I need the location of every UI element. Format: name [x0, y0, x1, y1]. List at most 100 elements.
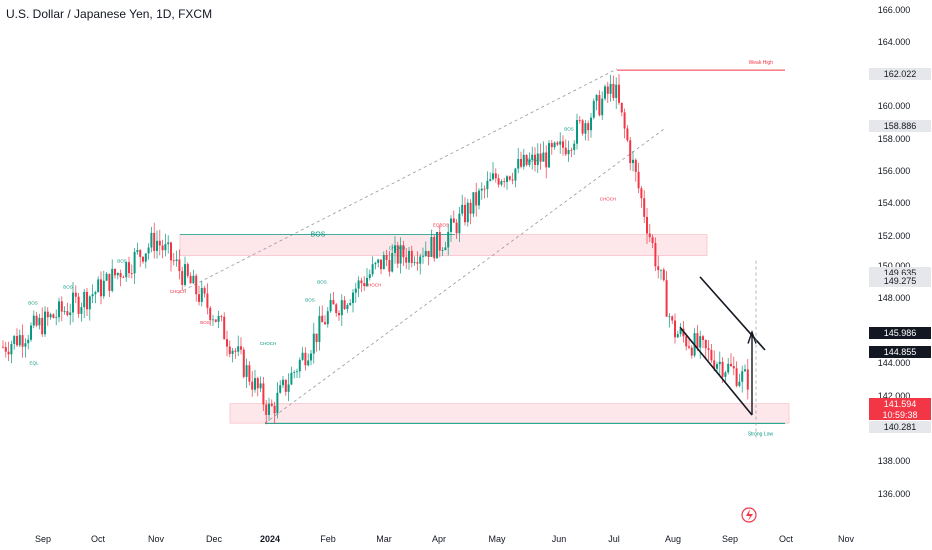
candle [685, 336, 688, 347]
candle [279, 385, 282, 393]
candle [391, 252, 394, 272]
candle [69, 312, 72, 316]
candle [623, 112, 626, 129]
level-label: Weak High [749, 60, 774, 66]
candle [436, 232, 438, 259]
candle [245, 365, 248, 377]
candle [321, 315, 324, 323]
candle [732, 366, 735, 369]
candle [662, 269, 665, 281]
candle [363, 283, 366, 286]
structure-label: BOS [63, 284, 73, 289]
candle [206, 293, 209, 308]
structure-label: BOS [200, 320, 210, 325]
candle [576, 120, 578, 144]
candle [427, 250, 430, 257]
y-axis-tick-label: 158.000 [878, 134, 911, 144]
candle [198, 294, 200, 302]
candle [402, 245, 405, 258]
candle [514, 168, 517, 181]
y-axis-tick-label: 156.000 [878, 166, 911, 176]
x-axis-tick-label: Jun [552, 534, 567, 544]
candle [738, 381, 741, 386]
price-label-value: 145.986 [884, 328, 917, 338]
candle [665, 280, 668, 317]
candle [416, 262, 419, 264]
candle [699, 336, 702, 348]
candle [125, 262, 128, 278]
candle [2, 346, 4, 348]
price-label-tag [869, 120, 931, 132]
candle [287, 384, 290, 392]
candle [500, 181, 503, 185]
candle [374, 262, 377, 265]
candle [475, 192, 478, 206]
candle [542, 152, 545, 162]
x-axis-tick-label: Sep [722, 534, 738, 544]
structure-label: BOS [117, 258, 127, 263]
candle [77, 296, 80, 314]
price-label-tag [869, 275, 931, 287]
candle [133, 251, 136, 274]
candle [584, 123, 587, 134]
x-axis-tick-label: Oct [91, 534, 106, 544]
candle [167, 242, 170, 245]
candle [357, 280, 360, 289]
candle [520, 158, 522, 167]
candle [72, 292, 74, 313]
x-axis-tick-label: Aug [665, 534, 681, 544]
candle [74, 292, 77, 297]
price-label-value: 149.635 [884, 268, 917, 278]
candle [539, 153, 542, 162]
candle [648, 233, 651, 238]
candle [220, 315, 223, 317]
candle [231, 350, 234, 355]
candle [654, 243, 657, 267]
candle [366, 277, 368, 286]
candle [548, 143, 550, 168]
candle [640, 188, 643, 199]
x-axis-tick-label: Feb [320, 534, 336, 544]
candle [604, 86, 606, 99]
candle [716, 364, 718, 369]
y-axis-tick-label: 148.000 [878, 293, 911, 303]
candle [276, 392, 279, 414]
candle [80, 307, 83, 314]
candle [27, 339, 30, 344]
candle [240, 346, 242, 350]
candle [688, 346, 690, 348]
candle [508, 176, 511, 180]
candle [150, 232, 153, 248]
x-axis-tick-label: Nov [838, 534, 855, 544]
candle [674, 320, 676, 338]
y-axis-tick-label: 166.000 [878, 5, 911, 15]
candle [506, 176, 508, 182]
y-axis-tick-label: 138.000 [878, 456, 911, 466]
candle [601, 98, 604, 116]
candle [486, 180, 489, 190]
candle [517, 158, 520, 169]
candle [606, 86, 609, 94]
candle [195, 275, 198, 295]
candle [139, 250, 142, 257]
candle [696, 333, 699, 348]
candle [746, 369, 749, 390]
candle [730, 363, 732, 367]
candle [273, 405, 276, 414]
candle [209, 307, 212, 321]
candle [119, 272, 122, 278]
price-label-value: 141.594 [884, 399, 917, 409]
candle [559, 141, 562, 145]
wedge-upper-line [699, 276, 766, 351]
candle [329, 300, 332, 312]
candle [184, 264, 186, 285]
candle [424, 250, 427, 256]
candle [581, 120, 584, 134]
candle [304, 352, 307, 366]
x-axis-tick-label: Nov [148, 534, 165, 544]
price-label-value: 149.275 [884, 276, 917, 286]
candle [58, 301, 60, 318]
candle [217, 315, 220, 322]
x-axis-tick-label: Dec [206, 534, 223, 544]
